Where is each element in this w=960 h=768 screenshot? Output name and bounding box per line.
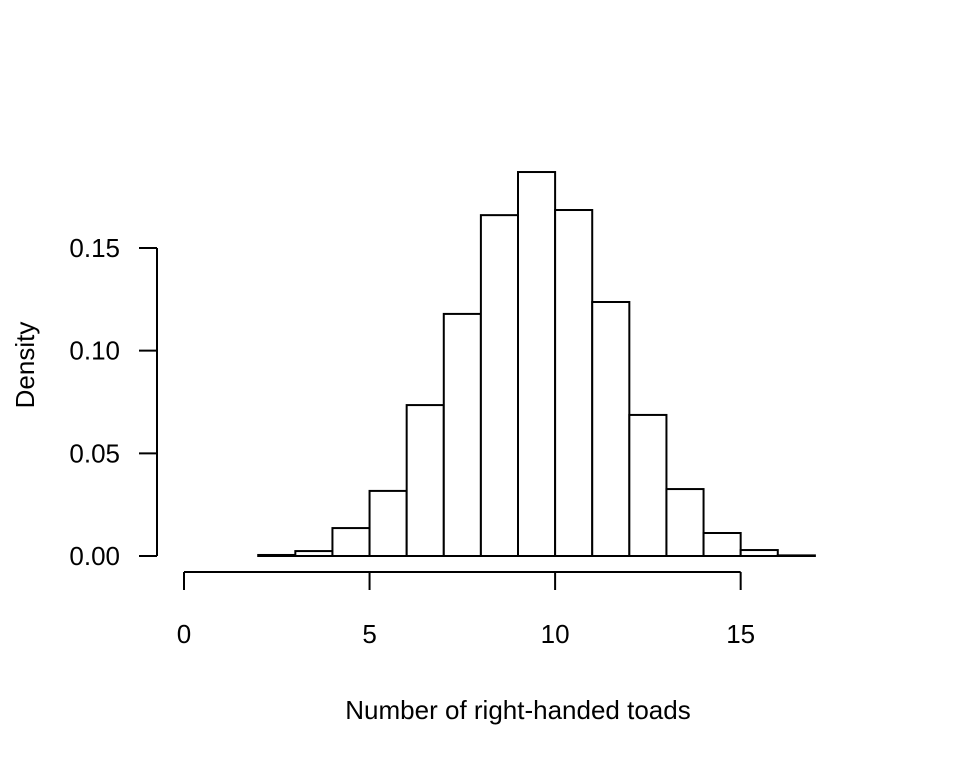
x-tick-label: 5 — [362, 619, 376, 649]
y-tick-label: 0.10 — [69, 336, 120, 366]
bar — [739, 549, 779, 558]
y-tick-label: 0.05 — [69, 438, 120, 468]
bar — [591, 301, 631, 557]
bar — [628, 413, 668, 557]
bar — [517, 171, 557, 557]
bar — [442, 312, 482, 557]
x-tick-label: 10 — [541, 619, 570, 649]
bar — [405, 404, 445, 557]
x-tick-label: 0 — [177, 619, 191, 649]
x-tick-label: 15 — [726, 619, 755, 649]
y-axis-label: Density — [10, 322, 40, 409]
bar — [331, 527, 371, 557]
bar — [257, 553, 297, 557]
bar — [294, 550, 334, 558]
bar — [554, 209, 594, 557]
y-tick-label: 0.15 — [69, 233, 120, 263]
x-axis-label: Number of right-handed toads — [345, 695, 690, 725]
bar — [665, 488, 705, 558]
bar — [479, 214, 519, 557]
bar — [702, 532, 742, 558]
bar — [368, 489, 408, 557]
y-tick-label: 0.00 — [69, 541, 120, 571]
bar — [776, 554, 816, 557]
